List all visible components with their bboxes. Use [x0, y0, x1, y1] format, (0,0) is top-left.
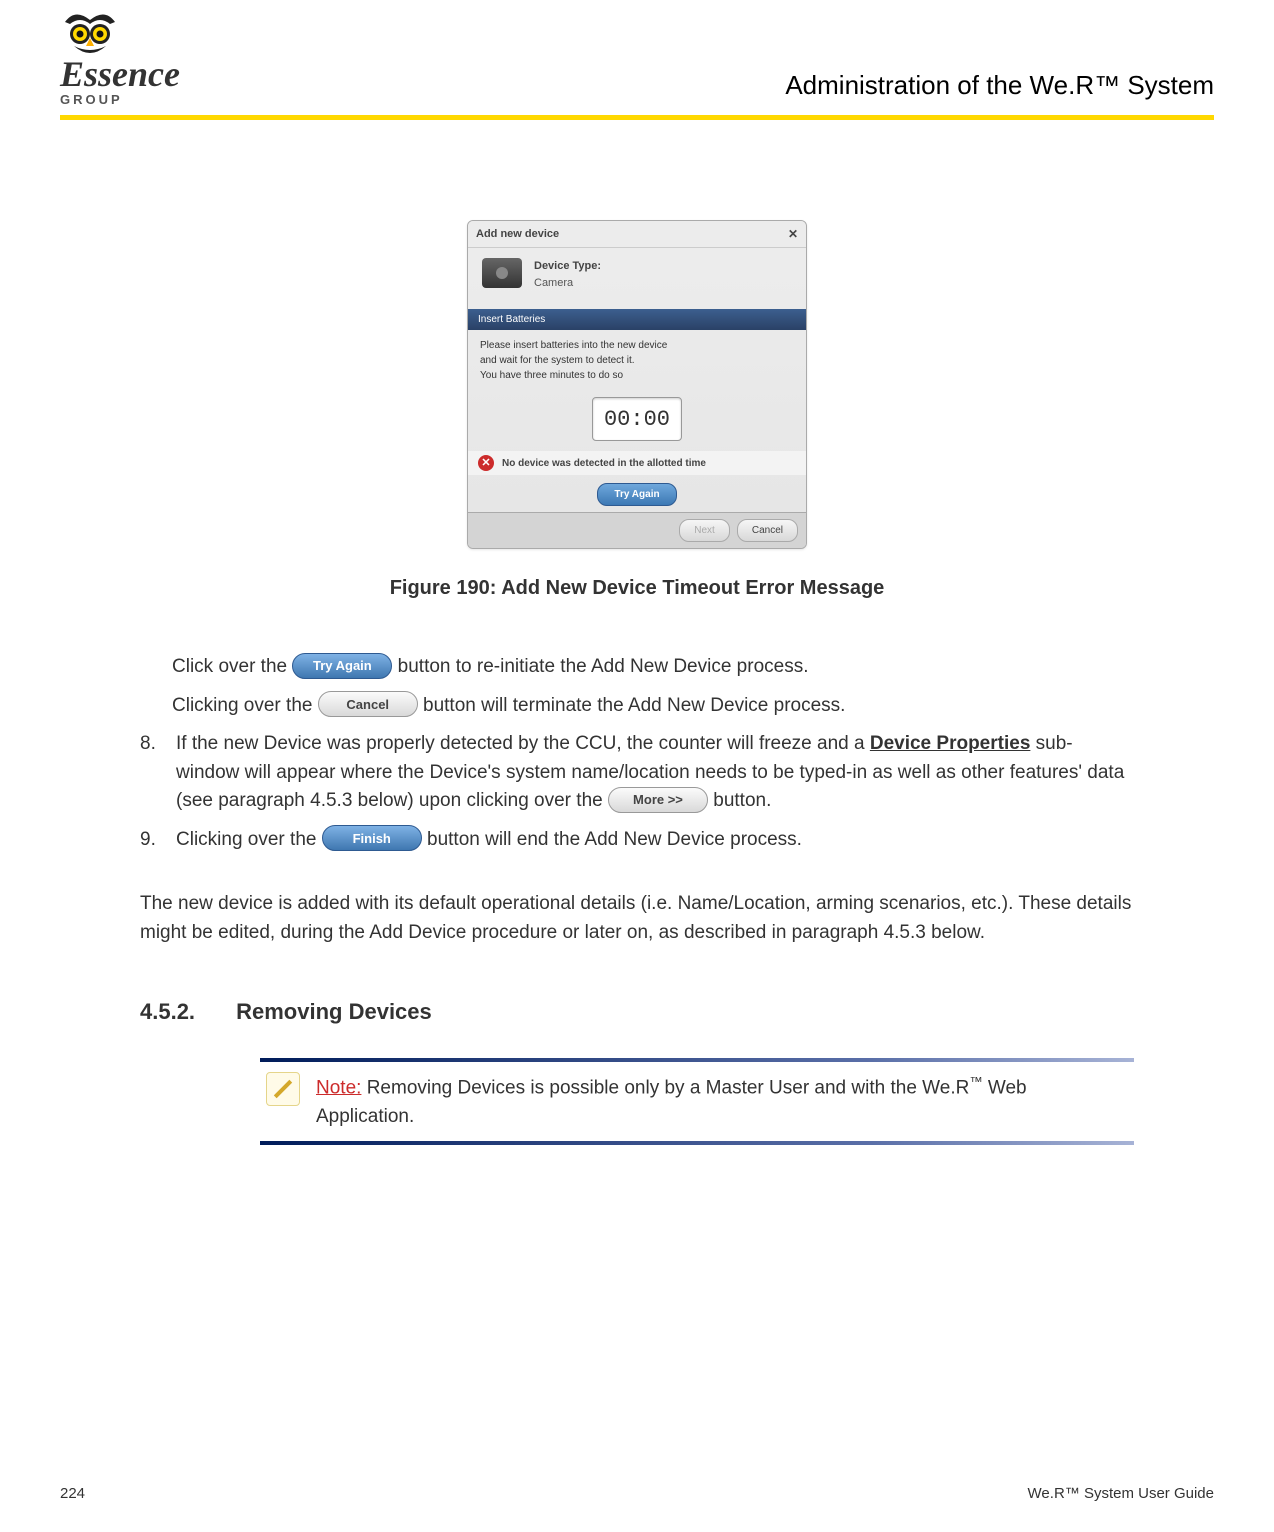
- list-number: 9.: [140, 826, 164, 855]
- page-header: Essence GROUP Administration of the We.R…: [60, 0, 1214, 120]
- note-label: Note:: [316, 1077, 361, 1098]
- note-icon: [266, 1072, 300, 1106]
- list-number: 8.: [140, 730, 164, 759]
- logo-block: Essence GROUP: [60, 10, 180, 107]
- owl-logo-icon: [60, 10, 120, 60]
- countdown-timer: 00:00: [592, 397, 682, 441]
- cancel-pill[interactable]: Cancel: [318, 691, 418, 717]
- paragraph-cancel: Clicking over the Cancel button will ter…: [172, 692, 1134, 721]
- guide-title: We.R™ System User Guide: [1028, 1485, 1214, 1502]
- text: button.: [713, 790, 771, 811]
- cancel-button[interactable]: Cancel: [737, 519, 798, 542]
- logo-text: Essence: [60, 56, 180, 92]
- note-text: Note: Removing Devices is possible only …: [316, 1072, 1128, 1131]
- device-properties-term: Device Properties: [870, 733, 1031, 754]
- try-again-button[interactable]: Try Again: [597, 483, 676, 506]
- list-item-8: 8. If the new Device was properly detect…: [140, 730, 1134, 816]
- note-rule-bottom: [260, 1141, 1134, 1145]
- text: button will terminate the Add New Device…: [423, 695, 845, 716]
- page-number: 224: [60, 1485, 85, 1502]
- close-icon[interactable]: ✕: [788, 225, 798, 243]
- dialog-footer: Next Cancel: [468, 512, 806, 548]
- text: Clicking over the: [172, 695, 318, 716]
- page-footer: 224 We.R™ System User Guide: [60, 1485, 1214, 1502]
- main-content: Add new device ✕ Device Type: Camera Ins…: [60, 120, 1214, 1145]
- error-text: No device was detected in the allotted t…: [502, 456, 706, 471]
- paragraph-default-details: The new device is added with its default…: [140, 890, 1134, 947]
- note-box: Note: Removing Devices is possible only …: [260, 1058, 1134, 1145]
- camera-icon: [482, 258, 522, 288]
- finish-pill[interactable]: Finish: [322, 825, 422, 851]
- figure-caption: Figure 190: Add New Device Timeout Error…: [140, 573, 1134, 603]
- text: Click over the: [172, 656, 292, 677]
- dialog-instructions: Please insert batteries into the new dev…: [468, 330, 806, 391]
- section-title-text: Removing Devices: [236, 999, 432, 1024]
- error-row: ✕ No device was detected in the allotted…: [468, 451, 806, 475]
- dialog-titlebar: Add new device ✕: [468, 221, 806, 248]
- text: Clicking over the: [176, 829, 322, 850]
- more-pill[interactable]: More >>: [608, 787, 708, 813]
- section-number: 4.5.2.: [140, 995, 230, 1028]
- section-heading: 4.5.2. Removing Devices: [140, 995, 1134, 1028]
- note-body-a: Removing Devices is possible only by a M…: [361, 1077, 969, 1098]
- add-device-dialog: Add new device ✕ Device Type: Camera Ins…: [467, 220, 807, 549]
- paragraph-try-again: Click over the Try Again button to re-in…: [172, 653, 1134, 682]
- text: If the new Device was properly detected …: [176, 733, 870, 754]
- dialog-title: Add new device: [476, 226, 559, 243]
- try-again-pill[interactable]: Try Again: [292, 653, 392, 679]
- error-icon: ✕: [478, 455, 494, 471]
- next-button[interactable]: Next: [679, 519, 730, 542]
- inst-line: and wait for the system to detect it.: [480, 353, 794, 368]
- device-type-label: Device Type:: [534, 258, 601, 275]
- dialog-figure-wrap: Add new device ✕ Device Type: Camera Ins…: [140, 220, 1134, 549]
- inst-line: Please insert batteries into the new dev…: [480, 338, 794, 353]
- header-title: Administration of the We.R™ System: [785, 70, 1214, 107]
- device-type-value: Camera: [534, 275, 601, 292]
- inst-line: You have three minutes to do so: [480, 368, 794, 383]
- list-item-9: 9. Clicking over the Finish button will …: [140, 826, 1134, 855]
- insert-batteries-bar: Insert Batteries: [468, 309, 806, 330]
- text: button to re-initiate the Add New Device…: [398, 656, 809, 677]
- logo-subtext: GROUP: [60, 92, 123, 107]
- text: button will end the Add New Device proce…: [427, 829, 802, 850]
